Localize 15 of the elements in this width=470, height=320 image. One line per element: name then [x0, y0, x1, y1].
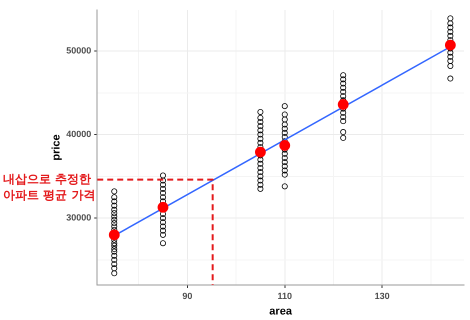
point [255, 146, 266, 158]
text: 내삽으로 추정한 아파트 평균 가격 [3, 172, 96, 202]
point [444, 40, 456, 51]
x-tick-label: 130 [374, 290, 390, 301]
x-tick-label: 90 [182, 290, 192, 301]
point [338, 99, 349, 110]
y-tick-label: 30000 [66, 212, 92, 223]
point [158, 202, 168, 213]
x-tick-label: 110 [277, 290, 292, 301]
x-axis-title: area [269, 305, 293, 318]
point [108, 229, 120, 240]
y-tick-label: 50000 [66, 45, 92, 56]
y-axis-title: price [50, 134, 63, 161]
y-tick-label: 40000 [66, 129, 92, 140]
point [279, 140, 290, 151]
